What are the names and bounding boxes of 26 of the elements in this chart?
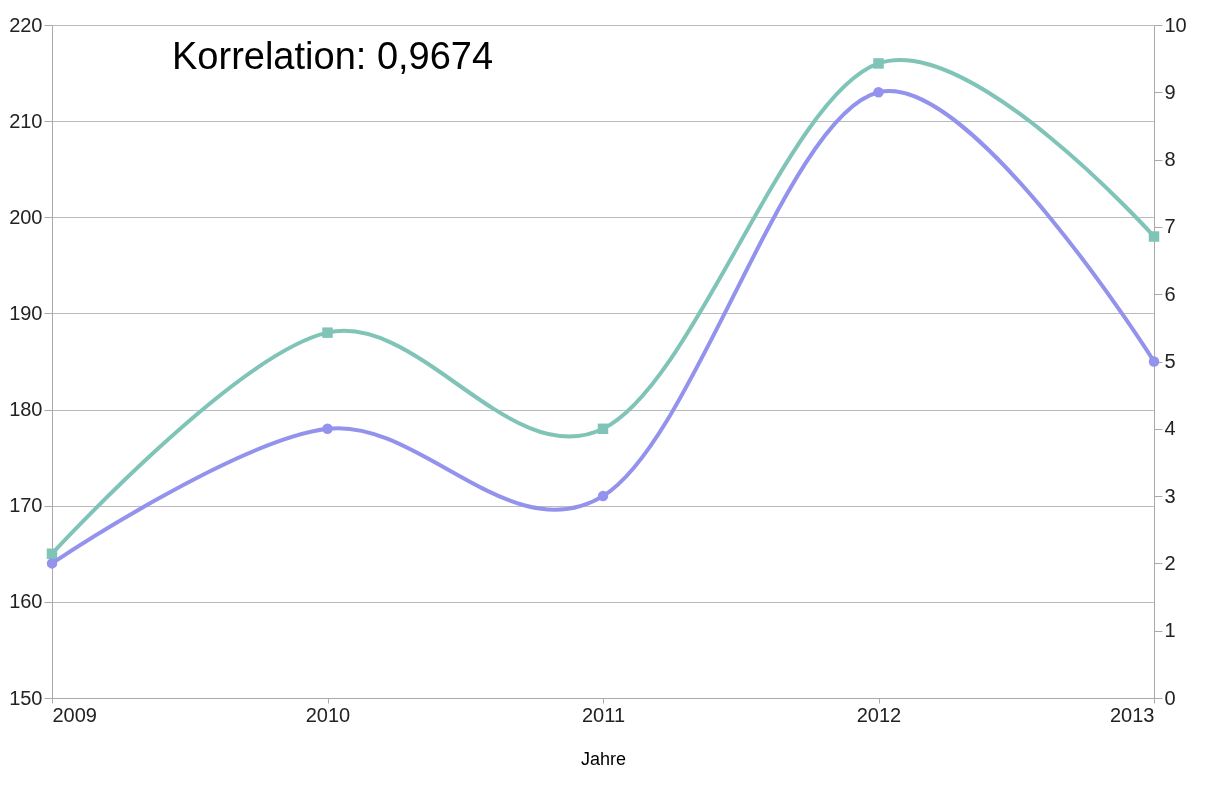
y-tick-label: 160 (9, 590, 43, 613)
y2-tick-label: 0 (1164, 686, 1176, 709)
y2-tick-label: 10 (1164, 13, 1187, 36)
y2-tick-label: 9 (1164, 80, 1176, 103)
y2-tick-label: 3 (1164, 484, 1176, 507)
y2-tick-label: 7 (1164, 215, 1176, 238)
y2-tick-label: 1 (1164, 619, 1176, 642)
y-tick-label: 210 (9, 109, 43, 132)
y2-tick-label: 6 (1164, 282, 1176, 305)
y-tick-label: 180 (9, 398, 43, 421)
y-tick-label: 150 (9, 686, 43, 709)
y2-tick-label: 5 (1164, 350, 1176, 372)
y-tick-label: 190 (9, 301, 43, 324)
x-axis-title: Jahre (580, 748, 627, 769)
y2-tick-label: 4 (1164, 417, 1176, 440)
annotation: Korrelation: 0,9674 (172, 35, 494, 77)
y-tick-label: 200 (9, 205, 43, 228)
x-tick-label: 2009 (52, 703, 97, 726)
y2-tick-label: 2 (1164, 551, 1176, 574)
y-tick-label: 220 (9, 13, 43, 36)
x-tick-label: 2013 (1110, 703, 1155, 726)
x-tick-label: 2011 (581, 703, 626, 726)
x-tick-label: 2012 (856, 703, 902, 726)
y-tick-label: 170 (9, 494, 43, 517)
x-tick-label: 2010 (305, 703, 351, 726)
y2-tick-label: 8 (1164, 148, 1176, 171)
